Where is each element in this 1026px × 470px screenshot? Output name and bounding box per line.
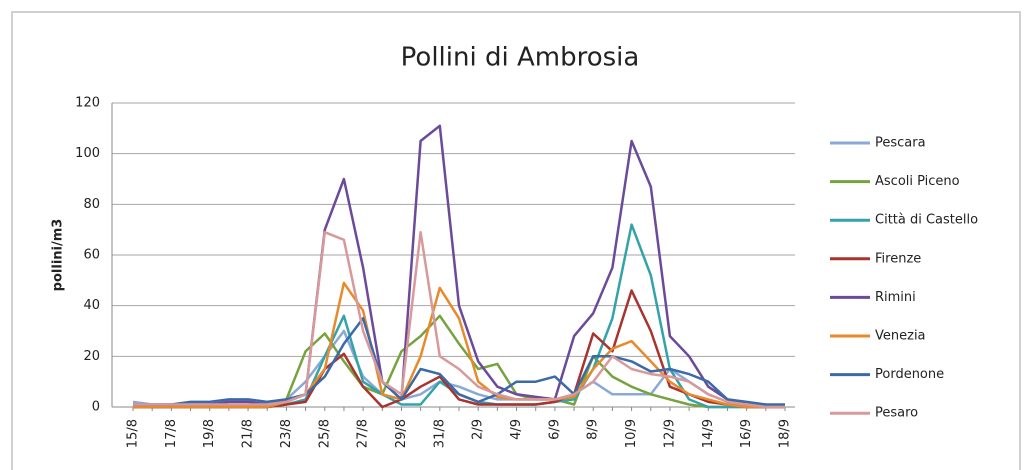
x-tick-label: 21/8 bbox=[241, 419, 256, 448]
legend-label: Pescara bbox=[875, 136, 926, 151]
x-tick-label: 29/8 bbox=[394, 419, 409, 448]
x-tick-label: 4/9 bbox=[509, 419, 524, 440]
x-tick-label: 16/9 bbox=[739, 419, 754, 448]
x-tick-label: 25/8 bbox=[317, 419, 332, 448]
x-tick-label: 8/9 bbox=[586, 419, 601, 440]
series-line bbox=[133, 230, 785, 409]
y-tick-label: 100 bbox=[75, 146, 100, 161]
series-line bbox=[133, 281, 785, 409]
legend-label: Ascoli Piceno bbox=[875, 174, 960, 189]
x-tick-label: 12/9 bbox=[662, 419, 677, 448]
series-line bbox=[132, 124, 785, 409]
legend-label: Città di Castello bbox=[875, 213, 978, 228]
x-tick-label: 27/8 bbox=[356, 419, 371, 448]
x-tick-label: 10/9 bbox=[624, 419, 639, 448]
chart-frame bbox=[11, 11, 1021, 470]
x-tick-label: 6/9 bbox=[547, 419, 562, 440]
y-axis-label: pollini/m3 bbox=[51, 219, 66, 292]
series-line bbox=[133, 317, 785, 406]
y-tick-label: 20 bbox=[83, 349, 100, 364]
y-tick-label: 120 bbox=[75, 96, 100, 111]
y-tick-label: 40 bbox=[83, 298, 100, 313]
y-tick-label: 80 bbox=[83, 197, 100, 212]
legend-label: Pesaro bbox=[875, 406, 918, 421]
x-tick-label: 14/9 bbox=[701, 419, 716, 448]
x-tick-label: 17/8 bbox=[164, 419, 179, 448]
x-tick-label: 2/9 bbox=[471, 419, 486, 440]
y-tick-label: 0 bbox=[92, 400, 100, 415]
x-tick-label: 18/9 bbox=[778, 419, 793, 448]
legend-label: Rimini bbox=[875, 290, 916, 305]
legend-label: Pordenone bbox=[875, 367, 944, 382]
x-tick-label: 23/8 bbox=[279, 419, 294, 448]
chart-title: Pollini di Ambrosia bbox=[401, 43, 640, 73]
x-tick-label: 19/8 bbox=[202, 419, 217, 448]
y-tick-label: 60 bbox=[83, 248, 100, 263]
x-tick-label: 31/8 bbox=[432, 419, 447, 448]
legend-label: Venezia bbox=[875, 329, 926, 344]
legend-label: Firenze bbox=[875, 251, 921, 266]
x-tick-label: 15/8 bbox=[126, 419, 141, 448]
